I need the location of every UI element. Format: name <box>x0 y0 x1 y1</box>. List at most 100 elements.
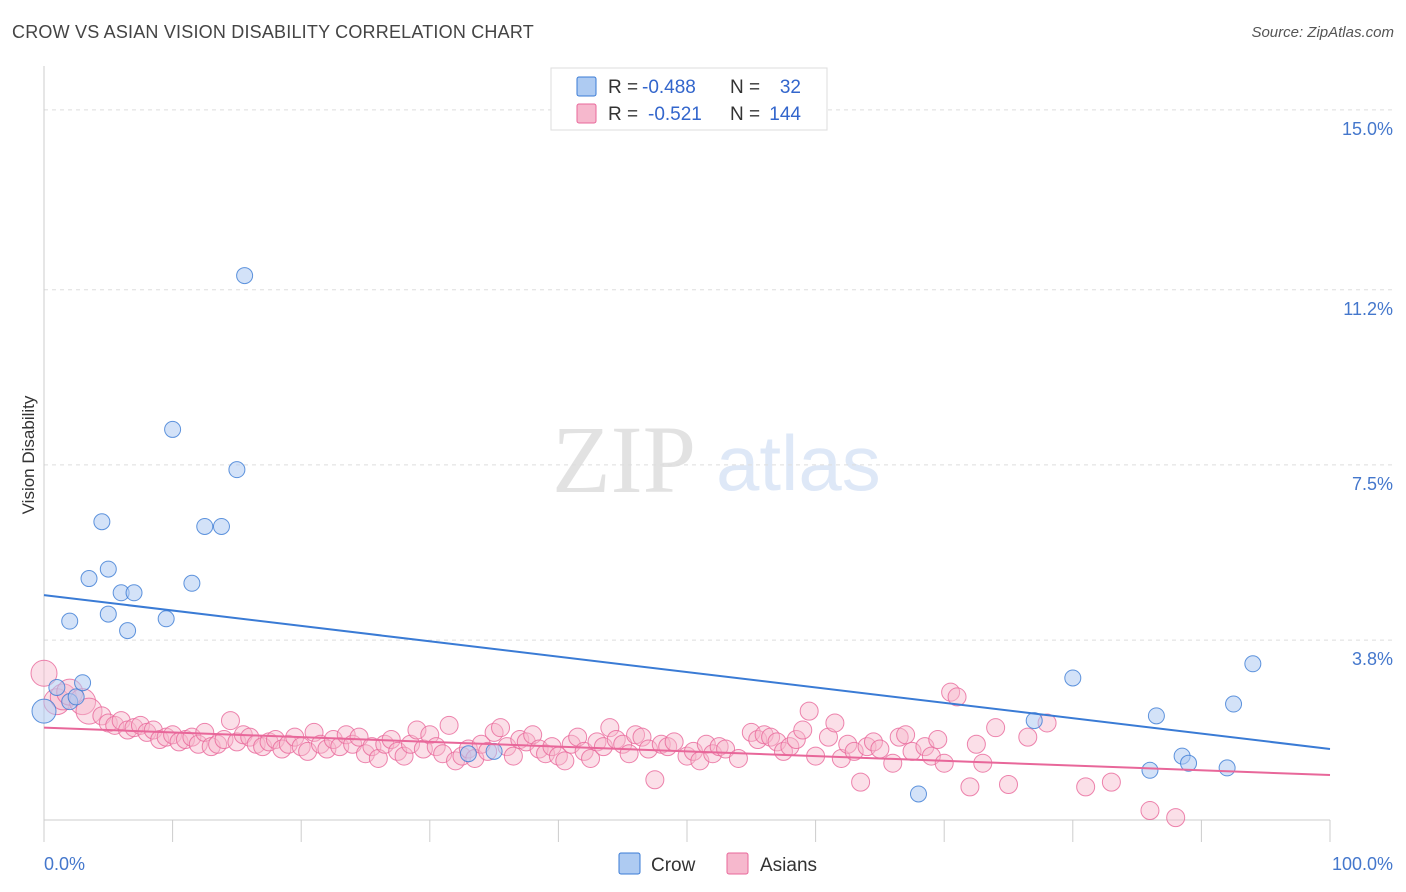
crow-point <box>228 461 246 479</box>
asians-point <box>92 706 112 726</box>
crow-point <box>1141 761 1159 779</box>
crow-trend-line <box>43 594 1331 750</box>
asians-point <box>491 718 511 738</box>
asians-point <box>523 725 543 745</box>
crow-point <box>48 678 66 696</box>
asians-point <box>799 701 819 721</box>
asians-point <box>220 711 240 731</box>
asians-point <box>75 697 103 725</box>
asians-point <box>851 772 871 792</box>
asians-point <box>1166 808 1186 828</box>
asians-point <box>703 744 723 764</box>
asians-point <box>863 732 883 752</box>
y-axis-title: Vision Disability <box>19 395 38 514</box>
crow-point <box>1244 655 1262 673</box>
asians-point <box>407 720 427 740</box>
asians-point <box>568 727 588 747</box>
legend-swatch-crow <box>576 76 597 97</box>
bottom-legend-label-asians: Asians <box>760 855 817 876</box>
crow-point <box>1025 712 1043 730</box>
asians-point <box>265 730 285 750</box>
legend-n-label-crow: N = <box>730 77 760 98</box>
asians-point <box>1140 801 1160 821</box>
asians-point <box>786 730 806 750</box>
legend: R = -0.488 N = 32 R = -0.521 N = 144 <box>550 67 828 131</box>
crow-point <box>80 570 98 588</box>
crow-point <box>125 584 143 602</box>
crow-point <box>485 742 503 760</box>
asians-point <box>928 730 948 750</box>
asians-point <box>356 744 375 764</box>
asians-point <box>30 659 58 687</box>
asians-point <box>947 687 967 707</box>
data-points <box>30 267 1262 828</box>
legend-n-value-crow: 32 <box>780 77 801 98</box>
asians-point <box>439 715 459 735</box>
crow-point <box>119 622 137 640</box>
legend-r-value-asians: -0.521 <box>648 104 702 125</box>
asians-point <box>227 732 247 752</box>
asians-point <box>619 744 639 764</box>
asians-point <box>240 727 260 747</box>
asians-point <box>986 718 1006 738</box>
crow-point <box>1147 707 1165 725</box>
bottom-legend-swatch-crow <box>618 852 641 875</box>
asians-point <box>838 734 858 754</box>
crow-point <box>61 612 79 630</box>
asians-point <box>767 732 787 752</box>
crow-point <box>67 688 85 706</box>
crow-point <box>157 610 175 628</box>
watermark-atlas: atlas <box>716 419 881 507</box>
asians-point <box>664 732 684 752</box>
asians-point <box>503 746 523 766</box>
asians-point <box>632 727 652 747</box>
asians-point <box>793 720 813 740</box>
x-tick-label-min: 0.0% <box>44 854 85 874</box>
asians-trend-line <box>43 726 1331 777</box>
watermark: ZIP atlas <box>552 406 881 513</box>
crow-point <box>236 267 254 285</box>
bottom-legend: Crow Asians <box>618 852 817 876</box>
source-label: Source: ZipAtlas.com <box>1251 24 1394 41</box>
y-tick-label: 15.0% <box>1342 119 1393 139</box>
crow-point <box>31 698 57 724</box>
asians-point <box>401 734 421 754</box>
asians-point <box>818 727 838 747</box>
asians-point <box>600 718 620 738</box>
asians-point <box>130 715 150 735</box>
legend-r-value-crow: -0.488 <box>642 77 696 98</box>
asians-point <box>844 741 864 761</box>
crow-point <box>1218 759 1236 777</box>
asians-point <box>966 734 986 754</box>
legend-n-label-asians: N = <box>730 104 760 125</box>
crow-point <box>99 605 117 623</box>
grid <box>44 109 1392 641</box>
asians-point <box>883 753 903 773</box>
asians-point <box>349 727 369 747</box>
crow-point <box>93 513 111 531</box>
asians-point <box>645 770 665 790</box>
crow-point <box>164 420 182 438</box>
crow-point <box>196 517 214 535</box>
chart-title: CROW VS ASIAN VISION DISABILITY CORRELAT… <box>12 22 534 42</box>
asians-point <box>368 748 388 768</box>
legend-swatch-asians <box>576 103 597 124</box>
asians-point <box>163 725 183 745</box>
crow-point <box>1225 695 1243 713</box>
crow-point <box>74 674 92 692</box>
y-tick-label: 3.8% <box>1352 649 1393 669</box>
crow-point <box>183 574 201 592</box>
asians-point <box>934 753 954 773</box>
crow-point <box>909 785 927 803</box>
asians-point <box>394 746 414 766</box>
y-tick-label: 7.5% <box>1352 474 1393 494</box>
crow-point <box>1064 669 1082 687</box>
asians-point <box>960 777 980 797</box>
trend-lines <box>43 594 1331 777</box>
legend-r-label-crow: R = <box>608 77 638 98</box>
asians-point <box>999 774 1018 794</box>
asians-point <box>555 751 575 771</box>
legend-n-value-asians: 144 <box>769 104 801 125</box>
axes: 3.8% 7.5% 11.2% 15.0% 0.0% 100.0% <box>43 66 1393 874</box>
